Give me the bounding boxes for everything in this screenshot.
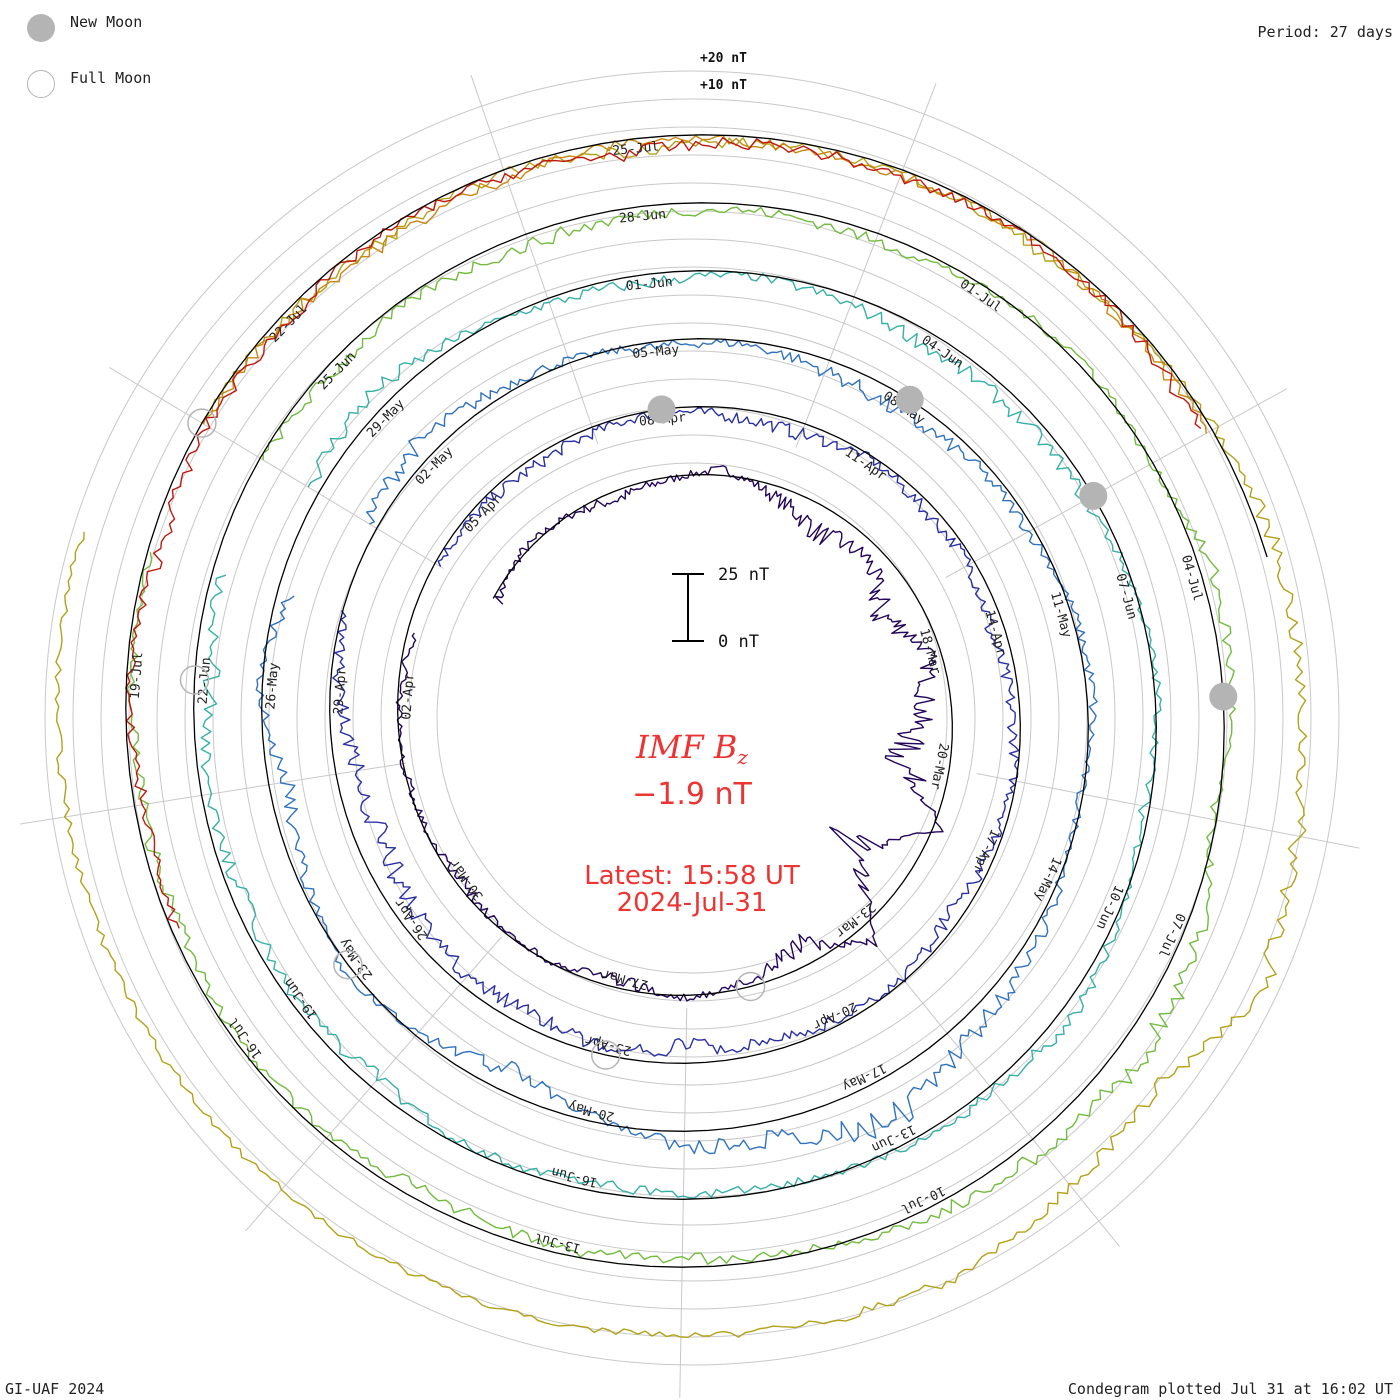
data-traces xyxy=(54,134,1308,1338)
date-tick-label: 14-Apr xyxy=(982,609,1009,658)
date-tick-label: 11-May xyxy=(1047,590,1074,639)
date-tick-label: 23-Apr xyxy=(584,1032,633,1058)
series-trace-5 xyxy=(126,206,1237,1265)
credit-label: GI-UAF 2024 xyxy=(5,1380,105,1398)
date-tick-label: 20-May xyxy=(567,1098,616,1124)
reference-ring xyxy=(212,238,1172,1198)
reference-ring xyxy=(184,210,1200,1226)
date-tick-label: 25-Jul xyxy=(612,139,660,159)
new-moon-icon xyxy=(27,14,55,42)
day-spoke xyxy=(795,83,937,448)
date-tick-label: 01-Jul xyxy=(957,277,1004,316)
scale-bottom-label: 0 nT xyxy=(718,632,759,652)
date-tick-label: 26-May xyxy=(263,662,282,710)
reference-ring xyxy=(72,98,1312,1338)
full-moon-icon xyxy=(27,70,55,98)
day-spoke xyxy=(245,936,503,1232)
date-tick-label: 18-Mar xyxy=(916,627,943,676)
day-spoke xyxy=(976,772,1360,849)
reference-ring xyxy=(268,294,1116,1142)
full-moon-marker xyxy=(735,971,766,1002)
date-tick-label: 13-Jul xyxy=(533,1229,582,1255)
reference-ring xyxy=(352,378,1032,1058)
series-trace-8 xyxy=(125,137,1202,929)
series-trace-3 xyxy=(255,338,1098,1155)
date-tick-label: 11-Apr xyxy=(842,445,889,484)
day-spokes xyxy=(20,74,1360,1398)
parameter-name-subscript: z xyxy=(736,745,748,769)
new-moon-marker xyxy=(1079,481,1108,510)
date-tick-label: 20-Mar xyxy=(927,742,951,791)
date-tick-label: 04-Jul xyxy=(1178,554,1205,603)
day-spoke xyxy=(945,388,1288,578)
scale-label-plus10: +10 nT xyxy=(700,78,747,93)
series-trace-1 xyxy=(395,465,944,1002)
parameter-value: −1.9 nT xyxy=(632,777,752,812)
date-ticks: 18-Mar20-Mar23-Mar27-Mar30-Mar02-Apr05-A… xyxy=(128,139,1205,1255)
reference-ring xyxy=(324,350,1060,1086)
series-trace-4 xyxy=(200,271,1162,1199)
reference-ring xyxy=(240,266,1144,1170)
series-trace-7 xyxy=(202,134,1207,434)
parameter-name: IMF Bz xyxy=(635,728,748,769)
plotted-label: Condegram plotted Jul 31 at 16:02 UT xyxy=(1067,1380,1393,1398)
reference-ring xyxy=(44,70,1340,1366)
date-tick-label: 19-Jul xyxy=(128,652,147,700)
date-tick-label: 28-Jun xyxy=(618,207,666,227)
latest-date: 2024-Jul-31 xyxy=(617,888,768,918)
zero-baselines xyxy=(125,134,1268,1268)
reference-ring xyxy=(436,462,948,974)
reference-ring xyxy=(100,126,1284,1310)
zero-baseline xyxy=(125,134,1268,1268)
date-tick-label: 29-Apr xyxy=(331,667,350,715)
scale-bar: 25 nT 0 nT xyxy=(672,565,769,652)
date-tick-label: 02-Apr xyxy=(399,672,418,720)
day-spoke xyxy=(109,367,444,569)
new-moon-marker xyxy=(647,395,676,424)
reference-rings xyxy=(44,70,1340,1366)
moon-markers xyxy=(179,385,1238,1070)
reference-ring xyxy=(296,322,1088,1114)
day-spoke xyxy=(20,762,406,825)
parameter-name-main: IMF B xyxy=(635,728,737,766)
reference-ring xyxy=(408,434,976,1002)
date-tick-label: 01-Jun xyxy=(625,275,673,295)
full-moon-marker xyxy=(333,949,363,980)
day-spoke xyxy=(470,74,599,444)
day-spoke xyxy=(873,943,1121,1248)
date-tick-label: 07-Jun xyxy=(1112,572,1139,621)
date-tick-label: 16-Jun xyxy=(550,1163,599,1189)
scale-label-plus20: +20 nT xyxy=(700,51,747,66)
full-moon-marker xyxy=(187,408,217,438)
scale-top-label: 25 nT xyxy=(718,565,769,585)
day-spoke xyxy=(679,1007,688,1398)
new-moon-marker xyxy=(895,385,924,414)
period-label: Period: 27 days xyxy=(1257,23,1393,41)
latest-time: Latest: 15:58 UT xyxy=(584,861,800,891)
series-trace-6 xyxy=(54,137,1308,1338)
reference-ring xyxy=(156,182,1228,1254)
full-moon-marker xyxy=(179,665,210,695)
date-tick-label: 05-May xyxy=(632,342,680,362)
series-trace-2 xyxy=(332,407,1020,1057)
legend-new-moon-label: New Moon xyxy=(70,13,143,31)
new-moon-marker xyxy=(1209,682,1238,711)
legend-full-moon-label: Full Moon xyxy=(70,69,152,87)
reference-ring xyxy=(380,406,1004,1030)
full-moon-marker xyxy=(590,1040,621,1070)
